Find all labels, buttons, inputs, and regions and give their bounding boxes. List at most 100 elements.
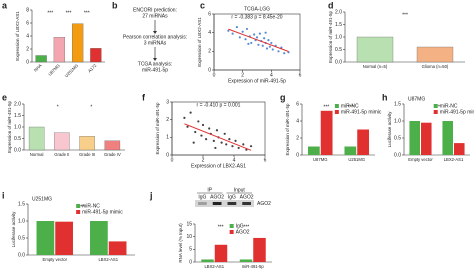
annotation: * xyxy=(90,104,92,110)
blot-band xyxy=(198,202,207,205)
point xyxy=(261,44,264,47)
blot-image xyxy=(195,200,254,207)
x-tick-label: 4 xyxy=(233,157,236,163)
blot-protein: AGO2 xyxy=(257,201,271,207)
point xyxy=(194,130,197,134)
y-tick-label: 1.5 xyxy=(335,22,342,28)
x-tick-label: U251MG xyxy=(64,63,79,78)
panel-letter: e xyxy=(2,92,7,102)
annotation: *** xyxy=(47,10,53,16)
y-tick-label: 4 xyxy=(26,33,29,39)
point xyxy=(265,47,269,50)
y-tick-label: 2 xyxy=(26,46,29,52)
legend-label: miR-491-5p mimic xyxy=(440,109,474,115)
bar xyxy=(409,121,420,155)
flow-step: ENCORI prediction: xyxy=(133,7,177,13)
x-tick-label: U87MG xyxy=(47,63,61,77)
y-tick-label: 1.5 xyxy=(18,201,25,207)
bar xyxy=(108,241,127,255)
y-axis-label: Luciferase activity xyxy=(11,211,16,248)
y-tick-label: 5 xyxy=(189,247,192,253)
bar xyxy=(416,46,454,63)
fit-line xyxy=(184,123,252,151)
flow-arrowhead xyxy=(153,31,157,34)
annotation: *** xyxy=(84,10,90,16)
point xyxy=(197,120,200,123)
bar xyxy=(53,37,66,63)
blot-lane: IgG xyxy=(198,194,206,200)
bar xyxy=(214,244,228,262)
point xyxy=(201,123,205,127)
x-tick-label: 4 xyxy=(270,72,273,78)
y-axis-label: Expression of miR-491-5p xyxy=(328,10,333,63)
point xyxy=(200,134,203,137)
bar xyxy=(201,259,214,262)
y-axis-label: Luciferase activity xyxy=(387,111,392,148)
y-tick-label: 0.0 xyxy=(14,147,21,153)
point xyxy=(235,25,239,29)
point xyxy=(263,37,266,40)
y-tick-label: 4 xyxy=(296,118,299,124)
legend-label: miR-491-5p mimic xyxy=(341,109,382,115)
panel-title: TCGA-LGG xyxy=(244,6,270,12)
y-tick-label: 8 xyxy=(26,7,29,13)
blot-band xyxy=(227,202,237,205)
flow-step: Pearson correlation analysis: xyxy=(123,34,187,40)
bar xyxy=(54,132,70,151)
point xyxy=(241,30,244,33)
x-tick-label: 2 xyxy=(202,157,205,163)
legend-swatch xyxy=(76,204,81,208)
point xyxy=(192,141,195,144)
annotation: *** xyxy=(402,12,408,18)
x-tick-label: LBX2-AS1 xyxy=(444,157,464,162)
annotation: * xyxy=(57,104,59,110)
annotation: *** xyxy=(218,224,224,230)
y-axis-label: Expression of LBX2-AS1 xyxy=(15,11,20,61)
y-axis-label: Expression of LBX2-AS1 xyxy=(197,17,202,67)
blot-lane: IgG xyxy=(228,194,236,200)
annotation: *** xyxy=(323,104,329,110)
plot-frame xyxy=(213,13,301,71)
legend-label: miR-NC xyxy=(440,103,458,109)
legend-swatch xyxy=(229,230,234,234)
point xyxy=(255,36,259,39)
bar xyxy=(35,55,47,63)
point xyxy=(234,139,237,142)
flow-arrowhead xyxy=(153,58,157,61)
y-tick-label: 1 xyxy=(166,135,169,141)
y-tick-label: 6 xyxy=(26,20,29,26)
y-tick-label: 1.5 xyxy=(394,101,401,107)
point xyxy=(228,138,231,141)
bar xyxy=(454,143,465,155)
x-tick-label: 2 xyxy=(241,72,244,78)
x-tick-label: Empty vector xyxy=(408,157,433,162)
x-tick-label: 0 xyxy=(213,72,216,78)
y-tick-label: 0 xyxy=(208,67,211,73)
point xyxy=(257,43,260,46)
legend-swatch xyxy=(229,224,234,228)
y-tick-label: 1.0 xyxy=(18,218,25,224)
panel-letter: d xyxy=(328,0,334,10)
y-axis-label: RNA level (% Input) xyxy=(178,223,183,263)
point xyxy=(237,146,240,150)
legend-swatch xyxy=(433,110,438,114)
y-tick-label: 0.5 xyxy=(14,136,21,142)
panel-title: U251MG xyxy=(32,196,52,202)
panel-letter: c xyxy=(200,0,205,10)
point xyxy=(270,41,273,45)
panel-title: U87MG xyxy=(408,96,425,102)
bar xyxy=(79,136,95,151)
x-tick-label: Glioma (n=50) xyxy=(422,64,449,69)
y-axis-label: Expression of miR-491-5p xyxy=(285,103,290,156)
point xyxy=(231,32,234,35)
point xyxy=(215,129,219,132)
point xyxy=(242,143,245,146)
bar xyxy=(28,126,45,151)
blot-group: Input xyxy=(234,187,246,193)
y-tick-label: 10 xyxy=(186,234,192,240)
point xyxy=(271,48,274,51)
point xyxy=(231,145,234,148)
x-tick-label: Normal xyxy=(30,152,44,157)
point xyxy=(223,132,226,135)
bar xyxy=(356,36,394,63)
